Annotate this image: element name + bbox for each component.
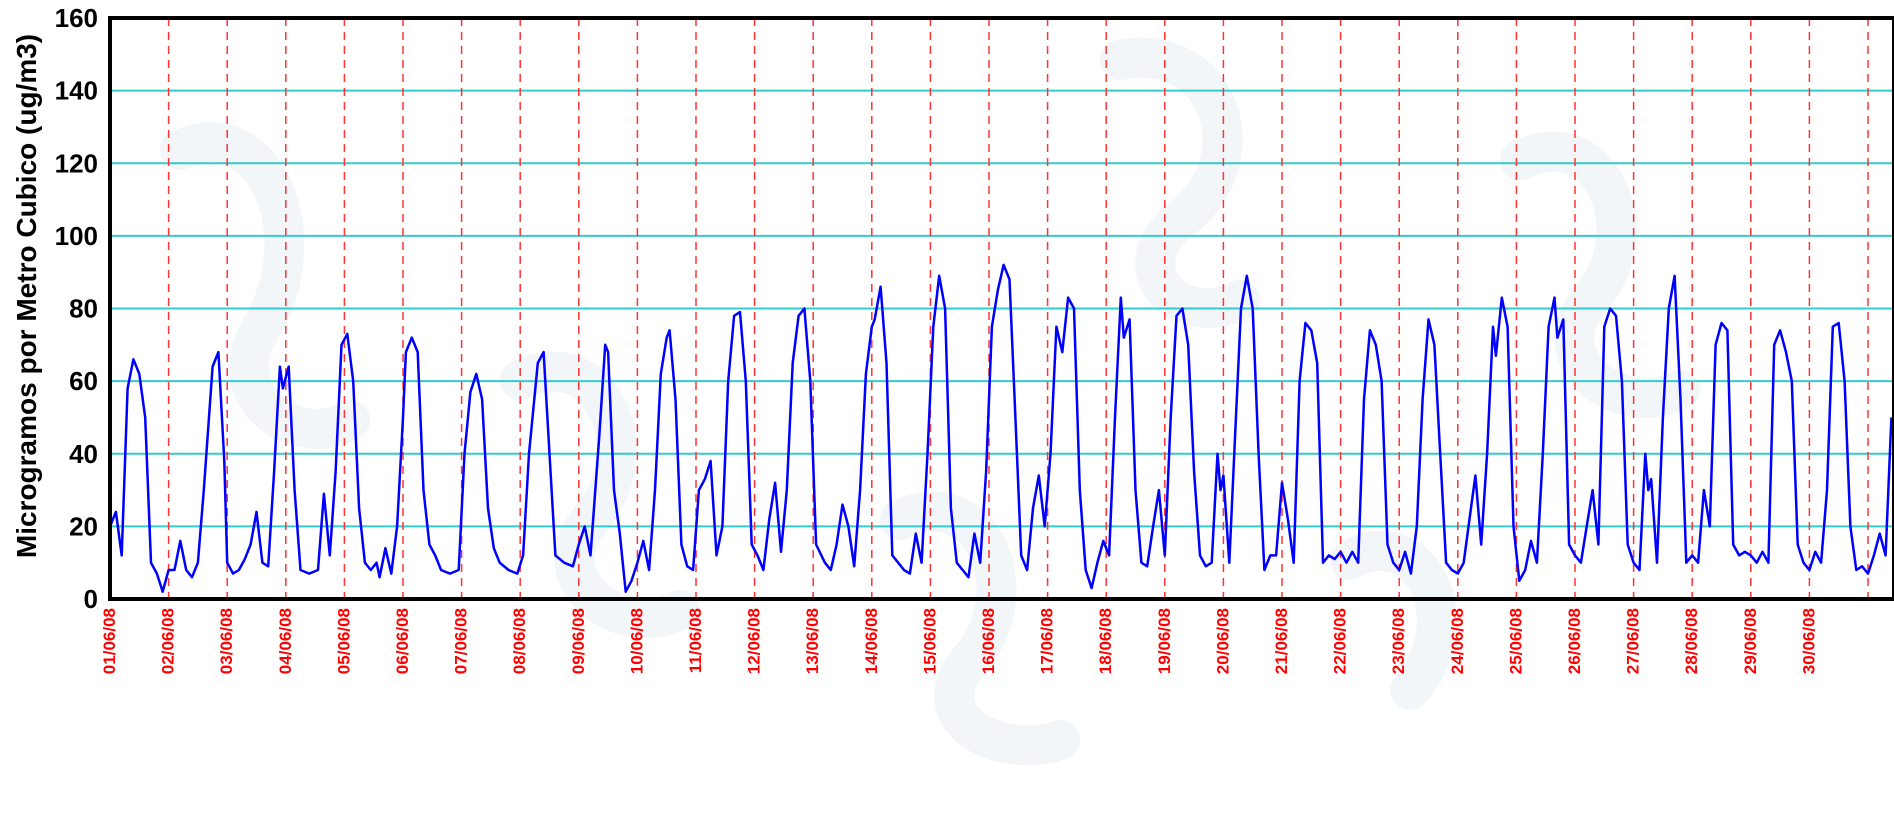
y-tick-label: 120 [55,148,98,178]
x-tick-label: 15/06/08 [920,608,939,674]
x-tick-label: 03/06/08 [217,608,236,674]
x-tick-label: 13/06/08 [803,608,822,674]
y-tick-label: 80 [69,294,98,324]
x-tick-label: 14/06/08 [862,608,881,674]
x-tick-label: 05/06/08 [334,608,353,674]
y-tick-label: 100 [55,221,98,251]
x-tick-label: 04/06/08 [276,608,295,674]
y-tick-label: 60 [69,366,98,396]
x-tick-label: 29/06/08 [1741,608,1760,674]
x-tick-label: 28/06/08 [1682,608,1701,674]
y-tick-label: 20 [69,511,98,541]
x-tick-label: 07/06/08 [452,608,471,674]
x-tick-label: 18/06/08 [1096,608,1115,674]
x-tick-label: 27/06/08 [1624,608,1643,674]
x-tick-label: 10/06/08 [627,608,646,674]
x-tick-label: 19/06/08 [1155,608,1174,674]
y-axis-label: Microgramos por Metro Cubico (ug/m3) [11,34,42,558]
series-layer [108,263,1893,593]
x-tick-label: 09/06/08 [569,608,588,674]
x-tick-label: 06/06/08 [393,608,412,674]
y-tick-label: 140 [55,76,98,106]
x-tick-label: 26/06/08 [1565,608,1584,674]
y-tick-label: 160 [55,3,98,33]
x-tick-label: 24/06/08 [1448,608,1467,674]
x-tick-label: 30/06/08 [1799,608,1818,674]
x-tick-label: 12/06/08 [745,608,764,674]
x-tick-label: 25/06/08 [1506,608,1525,674]
x-tick-label: 20/06/08 [1213,608,1232,674]
y-tick-label: 0 [84,584,98,614]
x-tick-label: 23/06/08 [1389,608,1408,674]
x-tick-label: 21/06/08 [1272,608,1291,674]
y-tick-label: 40 [69,439,98,469]
x-tick-label: 08/06/08 [510,608,529,674]
x-axis-tick-labels: 01/06/08 02/06/08 03/06/08 04/06/08 05/06/08… [100,608,1818,674]
x-tick-label: 02/06/08 [159,608,178,674]
x-tick-label: 22/06/08 [1331,608,1350,674]
series-line [108,263,1893,593]
x-tick-label: 01/06/08 [100,608,119,674]
x-tick-label: 11/06/08 [686,608,705,673]
plot-area-frame [108,16,1894,601]
y-axis-tick-labels: 0 20 40 60 80 100 120 140 160 [55,3,98,614]
x-tick-label: 17/06/08 [1038,608,1057,674]
x-tick-label: 16/06/08 [979,608,998,674]
watermark [160,37,1700,766]
